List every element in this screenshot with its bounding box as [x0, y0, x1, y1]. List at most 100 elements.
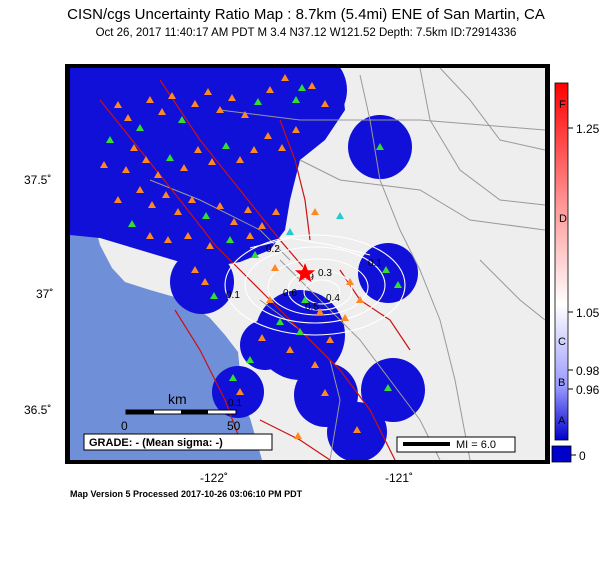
station-triangle-icon	[148, 201, 156, 208]
station-triangle-icon	[202, 212, 210, 219]
station-triangle-icon	[229, 374, 237, 381]
contour-label: 0.3	[318, 268, 332, 279]
scale-start: 0	[121, 419, 128, 433]
station-triangle-icon	[346, 278, 354, 285]
station-triangle-icon	[154, 171, 162, 178]
colorbar-value: 0	[579, 449, 586, 463]
mi-legend: MI = 6.0	[396, 436, 516, 453]
grade-box: GRADE: - (Mean sigma: -)	[83, 433, 273, 451]
station-markers	[100, 74, 402, 439]
station-triangle-icon	[301, 296, 309, 303]
station-triangle-icon	[106, 136, 114, 143]
station-triangle-icon	[191, 266, 199, 273]
colorbar-value: 1.25	[576, 122, 600, 136]
station-triangle-icon	[206, 242, 214, 249]
station-triangle-icon	[122, 166, 130, 173]
station-triangle-icon	[264, 132, 272, 139]
contour-label: 0.1	[228, 398, 242, 409]
station-triangle-icon	[294, 432, 302, 439]
station-triangle-icon	[321, 389, 329, 396]
station-triangle-icon	[246, 232, 254, 239]
station-triangle-icon	[326, 336, 334, 343]
station-triangle-icon	[146, 96, 154, 103]
station-triangle-icon	[281, 74, 289, 81]
station-triangle-icon	[168, 92, 176, 99]
station-triangle-icon	[130, 144, 138, 151]
station-triangle-icon	[292, 96, 300, 103]
lat-tick-label: 37.5˚	[24, 173, 51, 187]
grade-letter: A	[558, 415, 566, 427]
station-triangle-icon	[124, 114, 132, 121]
station-triangle-icon	[250, 146, 258, 153]
station-triangle-icon	[272, 208, 280, 215]
station-triangle-icon	[258, 222, 266, 229]
contour-label: 0.2	[266, 244, 280, 255]
station-triangle-icon	[194, 146, 202, 153]
grade-label: GRADE: - (Mean sigma: -)	[89, 437, 223, 449]
grade-letter: B	[558, 377, 565, 389]
station-triangle-icon	[158, 108, 166, 115]
station-triangle-icon	[311, 208, 319, 215]
station-triangle-icon	[114, 101, 122, 108]
station-triangle-icon	[178, 116, 186, 123]
colorbar: F D C B A 1.25 1.05 0.98 0.96 0	[551, 82, 600, 463]
station-triangle-icon	[174, 208, 182, 215]
station-triangle-icon	[246, 356, 254, 363]
station-triangle-icon	[184, 232, 192, 239]
station-triangle-icon	[230, 218, 238, 225]
map-area: 0.2 0.1 0.1 0.6 0.5 0.4 0.9 0.3 0.1	[70, 68, 545, 460]
station-triangle-icon	[100, 161, 108, 168]
station-triangle-icon	[222, 142, 230, 149]
station-triangle-icon	[236, 388, 244, 395]
station-triangle-icon	[271, 264, 279, 271]
colorbar-gradient	[554, 82, 569, 441]
station-triangle-icon	[258, 334, 266, 341]
station-triangle-icon	[216, 106, 224, 113]
contour-label: 0.4	[326, 293, 340, 304]
station-triangle-icon	[394, 281, 402, 288]
station-triangle-icon	[254, 98, 262, 105]
station-triangle-icon	[188, 196, 196, 203]
station-triangle-icon	[128, 220, 136, 227]
colorbar-value: 1.05	[576, 306, 600, 320]
station-triangle-icon	[382, 266, 390, 273]
station-triangle-icon	[292, 126, 300, 133]
station-triangle-icon	[384, 384, 392, 391]
station-triangle-icon	[191, 100, 199, 107]
station-triangle-icon	[353, 426, 361, 433]
frame-ticks	[65, 64, 550, 464]
map-version-footer: Map Version 5 Processed 2017-10-26 03:06…	[70, 489, 303, 499]
colorbar-value: 0.98	[576, 364, 600, 378]
station-triangle-icon	[276, 318, 284, 325]
contour-label: 0.1	[368, 258, 382, 269]
station-triangle-icon	[316, 308, 324, 315]
colorbar-value: 0.96	[576, 383, 600, 397]
station-triangle-icon	[278, 144, 286, 151]
station-triangle-icon	[228, 94, 236, 101]
station-triangle-icon	[208, 158, 216, 165]
roads	[149, 68, 545, 460]
epicenter-star	[293, 261, 317, 284]
station-triangle-icon	[180, 164, 188, 171]
grade-letter: F	[559, 99, 566, 111]
station-triangle-icon	[226, 236, 234, 243]
station-triangle-icon	[204, 88, 212, 95]
lat-tick-label: 36.5˚	[24, 403, 51, 417]
station-triangle-icon	[166, 154, 174, 161]
scale-unit: km	[168, 391, 187, 407]
station-triangle-icon	[241, 111, 249, 118]
station-triangle-icon	[251, 251, 259, 258]
station-triangle-icon	[164, 236, 172, 243]
station-triangle-icon	[136, 124, 144, 131]
lon-tick-label: -121˚	[385, 471, 413, 485]
grade-letter: C	[558, 336, 566, 348]
station-triangle-icon	[142, 156, 150, 163]
station-triangle-icon	[311, 361, 319, 368]
colorbar-min-swatch	[551, 445, 572, 463]
station-triangle-icon	[341, 314, 349, 321]
station-triangle-icon	[286, 228, 294, 235]
station-triangle-icon	[321, 100, 329, 107]
station-triangle-icon	[266, 86, 274, 93]
station-triangle-icon	[266, 296, 274, 303]
